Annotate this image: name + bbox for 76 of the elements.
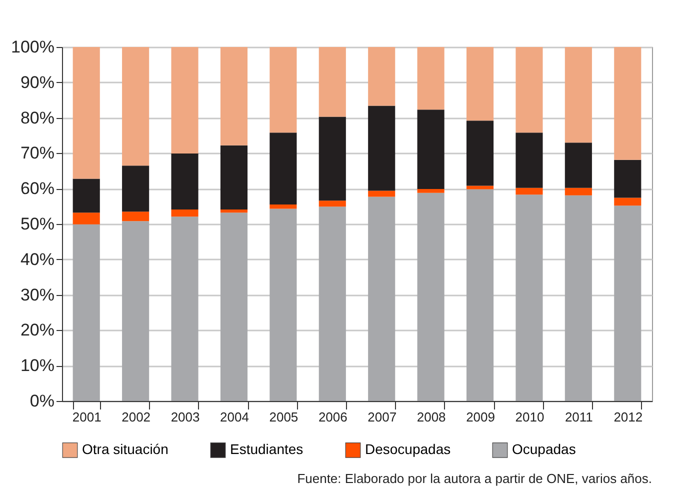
bar (220, 145, 248, 210)
bar (122, 166, 150, 212)
bar (72, 224, 100, 401)
bar (516, 132, 543, 188)
bar (516, 188, 543, 195)
bar (614, 206, 642, 401)
bar (122, 47, 150, 166)
x-tick-label: 2002 (122, 410, 151, 424)
bar (122, 212, 150, 222)
bar (564, 47, 592, 143)
bar (516, 47, 543, 133)
legend-label: Ocupadas (512, 441, 576, 458)
bar (270, 208, 297, 401)
legend-label: Otra situación (82, 441, 168, 458)
bar (220, 212, 248, 401)
bar (614, 47, 642, 160)
bar (564, 142, 592, 188)
y-tick-label: 10% (20, 356, 54, 376)
y-tick-label: 70% (20, 144, 54, 163)
bar (466, 189, 494, 401)
bar (171, 47, 198, 154)
y-tick-label: 0% (30, 392, 54, 410)
bar (516, 194, 543, 401)
x-tick-label: 2009 (466, 410, 495, 424)
bar (466, 47, 494, 121)
bar (122, 221, 150, 401)
bar (171, 209, 198, 217)
bar (466, 120, 494, 186)
y-tick-label: 60% (20, 179, 54, 198)
x-tick-label: 2007 (368, 410, 397, 424)
x-tick-label: 2010 (515, 410, 544, 424)
bar (564, 188, 592, 196)
y-tick-label: 50% (20, 214, 54, 234)
bar (368, 106, 396, 191)
bar (564, 195, 592, 401)
bar (72, 47, 100, 179)
legend-label: Desocupadas (365, 441, 451, 458)
x-tick-label: 2008 (416, 410, 446, 424)
x-tick-label: 2006 (318, 410, 348, 424)
bar (614, 198, 642, 206)
bar (318, 47, 346, 117)
bar (417, 188, 444, 193)
y-tick-label: 40% (20, 250, 54, 269)
bar (368, 47, 396, 106)
bar (171, 216, 198, 401)
bar (318, 200, 346, 207)
bar (72, 178, 100, 213)
bar (318, 206, 346, 401)
bar (466, 186, 494, 190)
bar (220, 47, 248, 146)
y-tick-label: 90% (20, 72, 54, 92)
bar (368, 196, 396, 401)
bar (171, 154, 198, 210)
x-tick-label: 2011 (564, 410, 593, 424)
x-tick-label: 2003 (170, 410, 200, 424)
y-tick-label: 20% (20, 320, 54, 340)
bar (270, 132, 297, 205)
bar (270, 47, 297, 133)
source-note: Fuente: Elaborado por la autora a partir de ONE, varios años. (297, 471, 652, 486)
y-tick-label: 30% (20, 285, 54, 304)
bar (368, 190, 396, 197)
y-tick-label: 100% (11, 38, 54, 56)
bar (417, 47, 444, 110)
bar (270, 204, 297, 209)
bar (417, 110, 444, 189)
bar (614, 160, 642, 198)
x-tick-label: 2005 (269, 410, 298, 424)
x-tick-label: 2012 (614, 410, 643, 424)
y-tick-label: 80% (20, 108, 54, 128)
bar (220, 209, 248, 213)
x-tick-label: 2001 (72, 410, 102, 424)
legend-label: Estudiantes (230, 441, 304, 458)
bar (318, 116, 346, 201)
x-tick-label: 2004 (220, 410, 249, 424)
bar (72, 212, 100, 224)
bar (417, 192, 444, 401)
